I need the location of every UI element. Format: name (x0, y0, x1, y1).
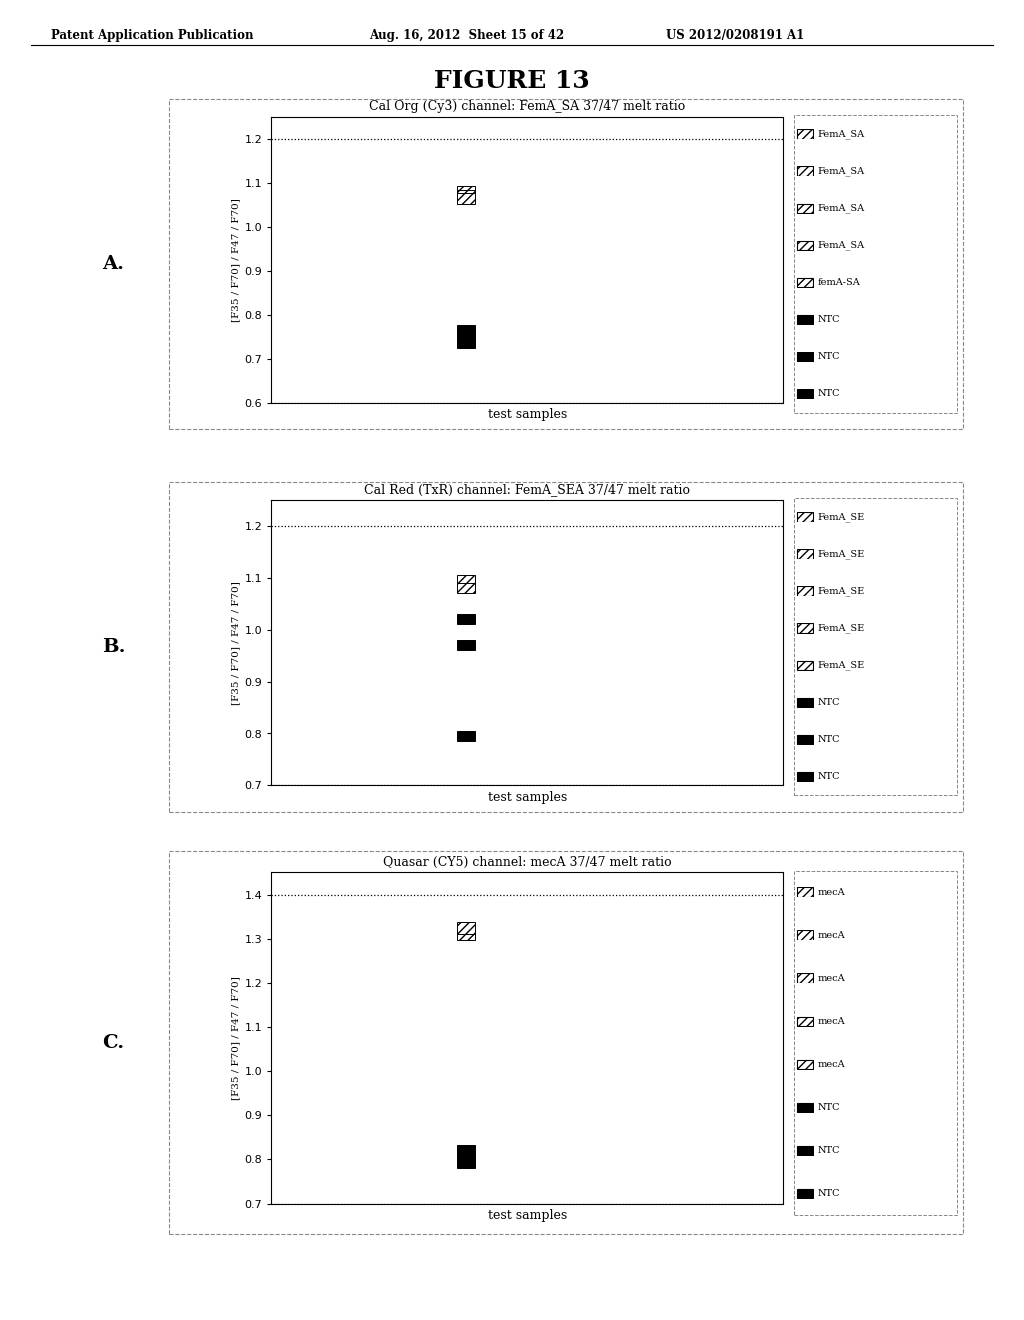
X-axis label: test samples: test samples (487, 408, 567, 421)
Text: B.: B. (102, 638, 126, 656)
Text: FemA_SA: FemA_SA (817, 129, 864, 139)
Text: NTC: NTC (817, 315, 840, 325)
Text: FemA_SE: FemA_SE (817, 623, 864, 634)
Bar (457, 1144, 475, 1156)
Bar (457, 338, 475, 348)
Text: Aug. 16, 2012  Sheet 15 of 42: Aug. 16, 2012 Sheet 15 of 42 (369, 29, 564, 42)
Text: mecA: mecA (817, 974, 845, 982)
Text: NTC: NTC (817, 1104, 840, 1111)
Text: FemA_SA: FemA_SA (817, 203, 864, 213)
Bar (457, 193, 475, 203)
Text: FemA_SA: FemA_SA (817, 240, 864, 251)
Bar (457, 1156, 475, 1168)
Text: FemA_SA: FemA_SA (817, 166, 864, 176)
X-axis label: test samples: test samples (487, 1209, 567, 1222)
Text: FIGURE 13: FIGURE 13 (434, 69, 590, 92)
Text: NTC: NTC (817, 772, 840, 781)
Y-axis label: [F35 / F70] / F47 / F70]: [F35 / F70] / F47 / F70] (231, 975, 241, 1100)
Text: NTC: NTC (817, 352, 840, 362)
X-axis label: test samples: test samples (487, 791, 567, 804)
Text: mecA: mecA (817, 931, 845, 940)
Title: Quasar (CY5) channel: mecA 37/47 melt ratio: Quasar (CY5) channel: mecA 37/47 melt ra… (383, 855, 672, 869)
Text: C.: C. (102, 1034, 125, 1052)
Text: FemA_SE: FemA_SE (817, 660, 864, 671)
Text: US 2012/0208191 A1: US 2012/0208191 A1 (666, 29, 804, 42)
Y-axis label: [F35 / F70] / F47 / F70]: [F35 / F70] / F47 / F70] (231, 581, 241, 705)
Text: Patent Application Publication: Patent Application Publication (51, 29, 254, 42)
Text: mecA: mecA (817, 1016, 845, 1026)
Text: mecA: mecA (817, 887, 845, 896)
Bar (457, 325, 475, 335)
Text: FemA_SE: FemA_SE (817, 512, 864, 521)
Bar (457, 189, 475, 199)
Bar (457, 640, 475, 651)
Text: NTC: NTC (817, 1189, 840, 1199)
Y-axis label: [F35 / F70] / F47 / F70]: [F35 / F70] / F47 / F70] (231, 198, 241, 322)
Text: NTC: NTC (817, 735, 840, 744)
Text: mecA: mecA (817, 1060, 845, 1069)
Text: NTC: NTC (817, 389, 840, 399)
Bar (457, 928, 475, 940)
Bar (457, 1151, 475, 1163)
Text: A.: A. (102, 255, 124, 273)
Bar (457, 190, 475, 201)
Text: FemA_SE: FemA_SE (817, 586, 864, 595)
Bar (457, 186, 475, 197)
Bar (457, 731, 475, 742)
Bar (457, 331, 475, 342)
Bar (457, 614, 475, 624)
Bar (457, 191, 475, 202)
Bar (457, 583, 475, 593)
Text: NTC: NTC (817, 1146, 840, 1155)
Title: Cal Org (Cy3) channel: FemA_SA 37/47 melt ratio: Cal Org (Cy3) channel: FemA_SA 37/47 mel… (370, 100, 685, 114)
Bar (457, 576, 475, 586)
Text: FemA_SE: FemA_SE (817, 549, 864, 558)
Text: NTC: NTC (817, 698, 840, 708)
Title: Cal Red (TxR) channel: FemA_SEA 37/47 melt ratio: Cal Red (TxR) channel: FemA_SEA 37/47 me… (365, 483, 690, 496)
Bar (457, 921, 475, 933)
Text: femA-SA: femA-SA (817, 279, 860, 286)
